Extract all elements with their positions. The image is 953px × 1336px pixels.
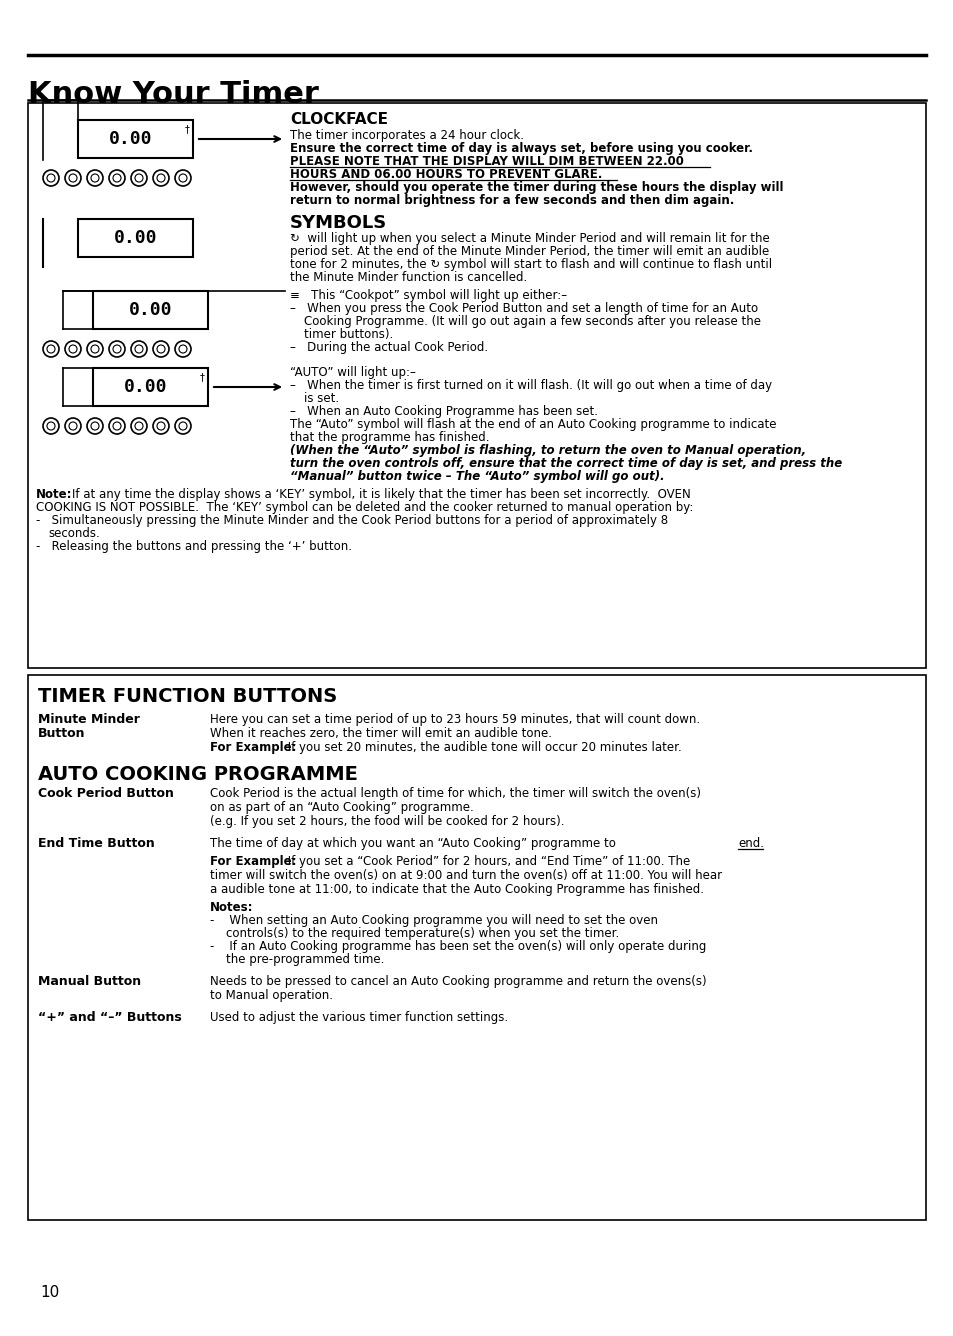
Text: tone for 2 minutes, the ↻ symbol will start to flash and will continue to flash : tone for 2 minutes, the ↻ symbol will st… (290, 258, 771, 271)
Text: -    If an Auto Cooking programme has been set the oven(s) will only operate dur: - If an Auto Cooking programme has been … (210, 941, 705, 953)
Text: 10: 10 (40, 1285, 59, 1300)
Text: ≡   This “Cookpot” symbol will light up either:–: ≡ This “Cookpot” symbol will light up ei… (290, 289, 566, 302)
Bar (28, 675, 925, 1220)
Text: For Example:: For Example: (210, 855, 296, 868)
Text: Cook Period is the actual length of time for which, the timer will switch the ov: Cook Period is the actual length of time… (210, 787, 700, 800)
Text: is set.: is set. (304, 391, 338, 405)
Text: The time of day at which you want an “Auto Cooking” programme to: The time of day at which you want an “Au… (210, 836, 619, 850)
Text: –   When the timer is first turned on it will flash. (It will go out when a time: – When the timer is first turned on it w… (290, 379, 771, 391)
Text: When it reaches zero, the timer will emit an audible tone.: When it reaches zero, the timer will emi… (210, 727, 552, 740)
Text: –   During the actual Cook Period.: – During the actual Cook Period. (290, 341, 488, 354)
Bar (78, 120, 193, 158)
Text: Notes:: Notes: (210, 900, 253, 914)
Text: to Manual operation.: to Manual operation. (210, 989, 333, 1002)
Text: (e.g. If you set 2 hours, the food will be cooked for 2 hours).: (e.g. If you set 2 hours, the food will … (210, 815, 564, 828)
Text: a audible tone at 11:00, to indicate that the Auto Cooking Programme has finishe: a audible tone at 11:00, to indicate tha… (210, 883, 703, 896)
Text: turn the oven controls off, ensure that the correct time of day is set, and pres: turn the oven controls off, ensure that … (290, 457, 841, 470)
Text: If at any time the display shows a ‘KEY’ symbol, it is likely that the timer has: If at any time the display shows a ‘KEY’… (71, 488, 690, 501)
Text: the pre-programmed time.: the pre-programmed time. (226, 953, 384, 966)
Text: Used to adjust the various timer function settings.: Used to adjust the various timer functio… (210, 1011, 508, 1023)
Text: Ensure the correct time of day is always set, before using you cooker.: Ensure the correct time of day is always… (290, 142, 752, 155)
Text: End Time Button: End Time Button (38, 836, 154, 850)
Text: AUTO COOKING PROGRAMME: AUTO COOKING PROGRAMME (38, 766, 357, 784)
Text: Minute Minder: Minute Minder (38, 713, 140, 725)
Text: The timer incorporates a 24 hour clock.: The timer incorporates a 24 hour clock. (290, 130, 523, 142)
Text: “+” and “–” Buttons: “+” and “–” Buttons (38, 1011, 182, 1023)
Bar (92, 291, 208, 329)
Text: Button: Button (38, 727, 86, 740)
Text: 0.00: 0.00 (109, 130, 152, 148)
Text: If you set 20 minutes, the audible tone will occur 20 minutes later.: If you set 20 minutes, the audible tone … (284, 741, 681, 754)
Text: PLEASE NOTE THAT THE DISPLAY WILL DIM BETWEEN 22.00: PLEASE NOTE THAT THE DISPLAY WILL DIM BE… (290, 155, 683, 168)
Text: Note:: Note: (36, 488, 72, 501)
Bar (28, 103, 925, 668)
Text: return to normal brightness for a few seconds and then dim again.: return to normal brightness for a few se… (290, 194, 734, 207)
Text: The “Auto” symbol will flash at the end of an Auto Cooking programme to indicate: The “Auto” symbol will flash at the end … (290, 418, 776, 432)
Text: end.: end. (738, 836, 763, 850)
Text: †: † (199, 371, 204, 382)
Bar (92, 367, 208, 406)
Text: -   Simultaneously pressing the Minute Minder and the Cook Period buttons for a : - Simultaneously pressing the Minute Min… (36, 514, 667, 526)
Text: Manual Button: Manual Button (38, 975, 141, 989)
Text: TIMER FUNCTION BUTTONS: TIMER FUNCTION BUTTONS (38, 687, 337, 705)
Text: HOURS AND 06.00 HOURS TO PREVENT GLARE.: HOURS AND 06.00 HOURS TO PREVENT GLARE. (290, 168, 601, 180)
Text: (When the “Auto” symbol is flashing, to return the oven to Manual operation,: (When the “Auto” symbol is flashing, to … (290, 444, 805, 457)
Text: -   Releasing the buttons and pressing the ‘+’ button.: - Releasing the buttons and pressing the… (36, 540, 352, 553)
Text: that the programme has finished.: that the programme has finished. (290, 432, 489, 444)
Text: Needs to be pressed to cancel an Auto Cooking programme and return the ovens(s): Needs to be pressed to cancel an Auto Co… (210, 975, 706, 989)
Text: ↻  will light up when you select a Minute Minder Period and will remain lit for : ↻ will light up when you select a Minute… (290, 232, 769, 244)
Text: 0.00: 0.00 (113, 228, 157, 247)
Text: Here you can set a time period of up to 23 hours 59 minutes, that will count dow: Here you can set a time period of up to … (210, 713, 700, 725)
Text: seconds.: seconds. (48, 526, 100, 540)
Text: –   When an Auto Cooking Programme has been set.: – When an Auto Cooking Programme has bee… (290, 405, 598, 418)
Text: controls(s) to the required temperature(s) when you set the timer.: controls(s) to the required temperature(… (226, 927, 618, 941)
Text: If you set a “Cook Period” for 2 hours, and “End Time” of 11:00. The: If you set a “Cook Period” for 2 hours, … (284, 855, 690, 868)
Text: -    When setting an Auto Cooking programme you will need to set the oven: - When setting an Auto Cooking programme… (210, 914, 658, 927)
Text: on as part of an “Auto Cooking” programme.: on as part of an “Auto Cooking” programm… (210, 802, 474, 814)
Text: †: † (184, 124, 190, 134)
Text: period set. At the end of the Minute Minder Period, the timer will emit an audib: period set. At the end of the Minute Min… (290, 244, 768, 258)
Text: timer buttons).: timer buttons). (304, 329, 393, 341)
Text: COOKING IS NOT POSSIBLE.  The ‘KEY’ symbol can be deleted and the cooker returne: COOKING IS NOT POSSIBLE. The ‘KEY’ symbo… (36, 501, 693, 514)
Text: Cook Period Button: Cook Period Button (38, 787, 173, 800)
Bar (78, 219, 193, 257)
Text: the Minute Minder function is cancelled.: the Minute Minder function is cancelled. (290, 271, 527, 285)
Text: –   When you press the Cook Period Button and set a length of time for an Auto: – When you press the Cook Period Button … (290, 302, 758, 315)
Text: SYMBOLS: SYMBOLS (290, 214, 387, 232)
Text: For Example:: For Example: (210, 741, 296, 754)
Text: 0.00: 0.00 (124, 378, 167, 395)
Text: 0.00: 0.00 (129, 301, 172, 319)
Text: Know Your Timer: Know Your Timer (28, 80, 318, 110)
Text: “AUTO” will light up:–: “AUTO” will light up:– (290, 366, 416, 379)
Text: timer will switch the oven(s) on at 9:00 and turn the oven(s) off at 11:00. You : timer will switch the oven(s) on at 9:00… (210, 868, 721, 882)
Text: CLOCKFACE: CLOCKFACE (290, 112, 388, 127)
Text: “Manual” button twice – The “Auto” symbol will go out).: “Manual” button twice – The “Auto” symbo… (290, 470, 664, 484)
Text: However, should you operate the timer during these hours the display will: However, should you operate the timer du… (290, 180, 782, 194)
Text: Cooking Programme. (It will go out again a few seconds after you release the: Cooking Programme. (It will go out again… (304, 315, 760, 329)
